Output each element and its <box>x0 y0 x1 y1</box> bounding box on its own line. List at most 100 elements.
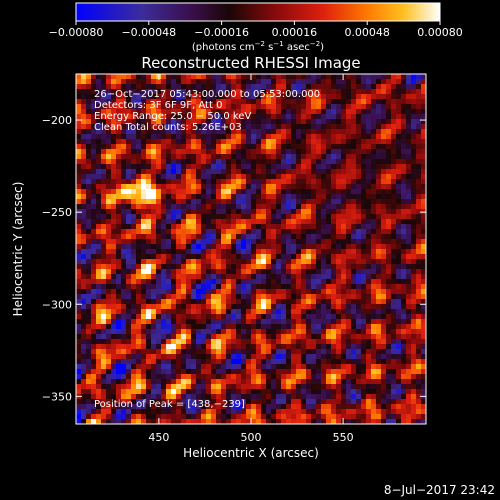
heatmap-cell <box>221 214 227 220</box>
heatmap-cell <box>126 179 132 185</box>
heatmap-cell <box>291 259 297 265</box>
heatmap-cell <box>301 134 307 140</box>
heatmap-cell <box>106 414 112 420</box>
heatmap-cell <box>116 384 122 390</box>
heatmap-cell <box>156 319 162 325</box>
heatmap-cell <box>346 324 352 330</box>
heatmap-cell <box>386 289 392 295</box>
heatmap-cell <box>356 84 362 90</box>
heatmap-cell <box>381 259 387 265</box>
heatmap-cell <box>281 154 287 160</box>
heatmap-cell <box>266 214 272 220</box>
heatmap-cell <box>381 199 387 205</box>
heatmap-cell <box>201 304 207 310</box>
heatmap-cell <box>206 244 212 250</box>
heatmap-cell <box>81 399 87 405</box>
heatmap-cell <box>196 289 202 295</box>
heatmap-cell <box>86 129 92 135</box>
heatmap-cell <box>116 329 122 335</box>
heatmap-cell <box>381 244 387 250</box>
heatmap-cell <box>341 189 347 195</box>
heatmap-cell <box>351 214 357 220</box>
heatmap-cell <box>161 294 167 300</box>
heatmap-cell <box>346 389 352 395</box>
heatmap-cell <box>161 264 167 270</box>
heatmap-cell <box>406 349 412 355</box>
heatmap-cell <box>201 354 207 360</box>
heatmap-cell <box>391 99 397 105</box>
heatmap-cell <box>81 289 87 295</box>
heatmap-cell <box>351 389 357 395</box>
heatmap-cell <box>211 399 217 405</box>
heatmap-cell <box>151 224 157 230</box>
heatmap-cell <box>161 384 167 390</box>
heatmap-cell <box>151 214 157 220</box>
heatmap-cell <box>406 114 412 120</box>
heatmap-cell <box>141 339 147 345</box>
heatmap-cell <box>416 264 422 270</box>
heatmap-cell <box>286 384 292 390</box>
heatmap-cell <box>146 224 152 230</box>
heatmap-cell <box>86 94 92 100</box>
heatmap-cell <box>226 239 232 245</box>
heatmap-cell <box>196 374 202 380</box>
heatmap-cell <box>416 354 422 360</box>
heatmap-cell <box>96 334 102 340</box>
heatmap-cell <box>376 184 382 190</box>
heatmap-cell <box>236 184 242 190</box>
heatmap-cell <box>181 244 187 250</box>
heatmap-cell <box>286 319 292 325</box>
heatmap-cell <box>271 94 277 100</box>
heatmap-cell <box>281 289 287 295</box>
heatmap-cell <box>271 149 277 155</box>
heatmap-cell <box>291 419 297 424</box>
heatmap-cell <box>346 239 352 245</box>
heatmap-cell <box>196 84 202 90</box>
heatmap-cell <box>276 114 282 120</box>
heatmap-cell <box>411 359 417 365</box>
heatmap-cell <box>81 364 87 370</box>
heatmap-cell <box>226 189 232 195</box>
heatmap-cell <box>321 414 327 420</box>
heatmap-cell <box>371 259 377 265</box>
heatmap-cell <box>96 84 102 90</box>
heatmap-cell <box>86 134 92 140</box>
heatmap-cell <box>166 374 172 380</box>
heatmap-cell <box>256 319 262 325</box>
heatmap-cell <box>326 249 332 255</box>
heatmap-cell <box>206 169 212 175</box>
heatmap-cell <box>401 394 407 400</box>
heatmap-cell <box>351 94 357 100</box>
heatmap-cell <box>96 94 102 100</box>
heatmap-cell <box>351 209 357 215</box>
heatmap-cell <box>401 359 407 365</box>
heatmap-cell <box>391 199 397 205</box>
heatmap-cell <box>386 414 392 420</box>
heatmap-cell <box>181 389 187 395</box>
heatmap-cell <box>366 209 372 215</box>
heatmap-cell <box>351 174 357 180</box>
heatmap-cell <box>421 374 426 380</box>
heatmap-cell <box>146 184 152 190</box>
heatmap-cell <box>101 149 107 155</box>
heatmap-cell <box>221 164 227 170</box>
heatmap-cell <box>206 89 212 95</box>
heatmap-cell <box>396 124 402 130</box>
heatmap-cell <box>131 79 137 85</box>
heatmap-cell <box>341 339 347 345</box>
heatmap-cell <box>321 114 327 120</box>
heatmap-cell <box>311 399 317 405</box>
heatmap-cell <box>106 349 112 355</box>
heatmap-cell <box>231 369 237 375</box>
heatmap-cell <box>356 89 362 95</box>
heatmap-cell <box>216 164 222 170</box>
heatmap-cell <box>321 339 327 345</box>
heatmap-cell <box>151 414 157 420</box>
heatmap-cell <box>351 239 357 245</box>
heatmap-cell <box>281 294 287 300</box>
heatmap-cell <box>316 149 322 155</box>
heatmap-cell <box>401 149 407 155</box>
heatmap-cell <box>86 74 92 80</box>
heatmap-cell <box>406 219 412 225</box>
heatmap-cell <box>296 94 302 100</box>
